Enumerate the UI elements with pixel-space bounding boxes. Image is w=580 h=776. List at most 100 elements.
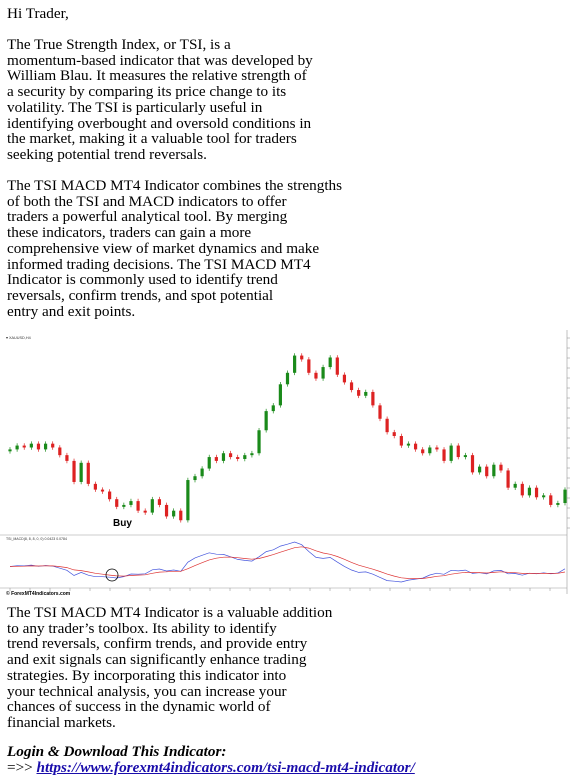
- tsi-lines-group: [9, 541, 566, 583]
- link-prefix: =>>: [7, 759, 37, 776]
- candle: [534, 487, 539, 498]
- candle: [314, 372, 318, 379]
- candle: [435, 447, 439, 450]
- signal-circle: [105, 568, 119, 582]
- candle: [278, 384, 282, 406]
- candle: [349, 382, 354, 391]
- candle: [307, 359, 311, 373]
- candle: [86, 462, 90, 484]
- signal-line: [9, 546, 566, 579]
- candle: [321, 367, 325, 379]
- indicator-label: TSI_MACD(8, 8, 8, 0, 0) 0.0423 0.0784: [6, 537, 67, 541]
- candle: [8, 449, 12, 452]
- candle: [15, 445, 19, 450]
- candle: [328, 357, 332, 368]
- candle: [186, 480, 190, 521]
- candle: [122, 504, 126, 507]
- candle: [556, 503, 560, 505]
- symbol-label: ▾ XAUUSD,H4: [6, 336, 31, 340]
- candle: [164, 504, 169, 517]
- candle: [449, 445, 453, 461]
- candle: [335, 357, 339, 375]
- candle: [542, 495, 546, 498]
- candle: [293, 355, 297, 373]
- watermark: © ForexMT4Indicators.com: [6, 590, 71, 597]
- candle: [115, 499, 119, 507]
- candle: [243, 455, 247, 459]
- candle: [421, 449, 425, 454]
- candle: [228, 453, 233, 458]
- candle: [392, 432, 396, 436]
- candle: [129, 501, 133, 505]
- candle: [271, 405, 275, 412]
- candle: [300, 355, 304, 360]
- candle: [36, 443, 41, 450]
- intro-paragraph: The True Strength Index, or TSI, is a mo…: [7, 36, 313, 163]
- candle: [65, 455, 69, 461]
- chart-svg: ▾ XAUUSD,H4 TSI_MACD(8, 8, 8, 0, 0) 0.04…: [0, 330, 580, 598]
- candle: [357, 390, 361, 396]
- candle: [406, 443, 411, 446]
- candle: [29, 443, 33, 448]
- candle: [385, 418, 389, 433]
- candle: [58, 447, 62, 456]
- candle: [371, 391, 375, 406]
- candle: [442, 449, 446, 461]
- candle: [478, 466, 482, 473]
- candle: [79, 462, 83, 482]
- candle: [428, 447, 432, 454]
- candle: [563, 489, 567, 504]
- candle: [72, 460, 76, 482]
- candle: [499, 464, 503, 471]
- candle: [179, 510, 183, 521]
- indicator-paragraph: The TSI MACD MT4 Indicator combines the …: [7, 177, 343, 320]
- candle: [470, 455, 475, 473]
- candle: [485, 466, 489, 477]
- candle: [250, 453, 254, 456]
- candle: [492, 464, 496, 477]
- axis-ticks-group: [9, 337, 570, 591]
- login-label: Login & Download This Indicator:: [7, 743, 227, 760]
- candle: [207, 457, 211, 469]
- candle: [22, 445, 26, 448]
- candle: [172, 510, 176, 517]
- candle: [150, 499, 154, 513]
- candle: [200, 468, 204, 477]
- candle: [520, 483, 524, 496]
- candle: [506, 470, 510, 488]
- candle: [43, 443, 48, 450]
- candle: [513, 483, 517, 488]
- candle: [399, 436, 403, 446]
- candle: [93, 483, 97, 490]
- candle: [285, 372, 290, 385]
- candle: [157, 499, 162, 505]
- indicator-chart-image: ▾ XAUUSD,H4 TSI_MACD(8, 8, 8, 0, 0) 0.04…: [0, 330, 580, 598]
- candle: [342, 374, 347, 383]
- tsi-line: [9, 541, 566, 583]
- candle: [221, 453, 226, 461]
- candles-group: [8, 353, 567, 523]
- candle: [51, 443, 55, 448]
- greeting: Hi Trader,: [7, 5, 69, 22]
- candle: [257, 430, 261, 454]
- closing-paragraph: The TSI MACD MT4 Indicator is a valuable…: [7, 604, 333, 731]
- candle: [264, 411, 268, 431]
- candle: [413, 443, 418, 450]
- candle: [236, 457, 240, 459]
- candle: [108, 491, 112, 500]
- download-link[interactable]: https://www.forexmt4indicators.com/tsi-m…: [36, 759, 415, 776]
- candle: [463, 455, 467, 458]
- candle: [193, 476, 197, 481]
- candle: [143, 510, 147, 513]
- candle: [136, 501, 140, 511]
- candle: [549, 495, 553, 505]
- candle: [378, 405, 382, 419]
- candle: [214, 457, 218, 461]
- candle: [456, 445, 460, 458]
- chart-background: [0, 330, 580, 598]
- buy-signal-label: Buy: [113, 518, 132, 529]
- candle: [100, 489, 105, 492]
- candle: [364, 391, 368, 396]
- download-link-line: =>> https://www.forexmt4indicators.com/t…: [7, 760, 415, 776]
- candle: [527, 487, 532, 496]
